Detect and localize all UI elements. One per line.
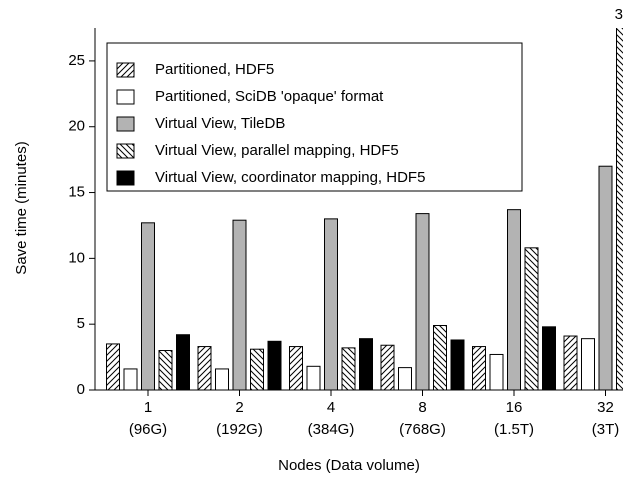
x-tick-label: 2 [235,399,243,416]
bar [450,339,465,391]
x-axis-label: Nodes (Data volume) [278,457,420,474]
legend-swatch [116,143,135,159]
bar [123,368,138,391]
legend-label: Virtual View, parallel mapping, HDF5 [155,142,399,159]
y-tick-label: 5 [77,315,85,332]
bar [232,219,247,391]
y-tick-label: 25 [68,52,85,69]
y-tick-label: 15 [68,184,85,201]
bar [341,347,356,391]
x-tick-label: 8 [418,399,426,416]
bar [289,346,303,391]
bar [267,340,282,391]
y-tick-label: 10 [68,249,85,266]
x-tick-label: 4 [327,399,335,416]
bar [542,326,556,391]
bar [524,247,539,391]
bar [380,344,395,391]
bar [433,324,447,391]
x-tick-sublabel: (192G) [216,421,263,438]
bar [197,346,212,391]
x-tick-label: 16 [506,399,523,416]
plot-area [106,28,623,391]
bar [141,222,155,391]
bar [176,334,190,391]
bar [324,218,338,391]
y-tick-label: 20 [68,118,85,135]
bar [489,353,504,391]
x-tick-sublabel: (3T) [592,421,620,438]
x-tick-label: 1 [144,399,152,416]
legend-label: Virtual View, coordinator mapping, HDF5 [155,169,425,186]
bar [359,338,373,391]
bar [563,335,578,391]
legend-swatch [116,170,135,186]
bar [306,365,321,391]
bar [106,343,120,391]
x-tick-sublabel: (384G) [308,421,355,438]
bar [215,368,229,391]
y-axis-label: Save time (minutes) [13,141,30,274]
bar [472,346,486,391]
legend-label: Partitioned, SciDB 'opaque' format [155,88,384,105]
bar [581,338,595,391]
legend-label: Partitioned, HDF5 [155,61,274,78]
y-tick-label: 0 [77,381,85,398]
bar [158,350,173,391]
bar [250,348,264,391]
x-tick-sublabel: (768G) [399,421,446,438]
bar [415,213,430,391]
legend: Partitioned, HDF5 Partitioned, SciDB 'opa… [106,42,523,192]
legend-label: Virtual View, TileDB [155,115,285,132]
bar [598,165,613,391]
bar [507,209,521,391]
x-tick-label: 32 [597,399,614,416]
bar [398,367,412,391]
value-label: 35 [615,6,623,23]
legend-swatch [116,62,135,78]
x-tick-sublabel: (1.5T) [494,421,534,438]
legend-box [106,42,523,192]
bar [616,28,623,391]
x-tick-sublabel: (96G) [129,421,167,438]
legend-swatch [116,89,135,105]
legend-swatch [116,116,135,132]
